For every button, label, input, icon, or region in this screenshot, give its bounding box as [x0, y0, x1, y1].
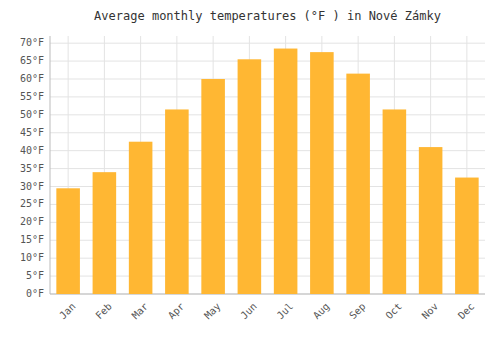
y-tick-label: 65°F [20, 55, 44, 66]
page: {"chart_data": {"type": "bar", "title": … [0, 0, 500, 350]
y-grid-line [50, 96, 485, 97]
y-tick-label: 30°F [20, 181, 44, 192]
bar [93, 172, 117, 294]
x-tick-label: Jan [57, 301, 78, 322]
y-tick-label: 20°F [20, 216, 44, 227]
x-tick-label: Sep [347, 301, 368, 322]
x-tick-label: Jun [238, 301, 259, 322]
y-tick-label: 15°F [20, 234, 44, 245]
bars [56, 49, 478, 294]
bar [346, 74, 370, 294]
y-tick-label: 35°F [20, 163, 44, 174]
y-tick-label: 55°F [20, 91, 44, 102]
x-tick-label: Apr [166, 301, 187, 322]
y-tick-label: 60°F [20, 73, 44, 84]
y-tick-label: 0°F [26, 288, 44, 299]
x-tick-label: Jul [275, 301, 296, 322]
grid [50, 36, 485, 294]
bar [201, 79, 225, 294]
x-tick-label: Oct [383, 301, 404, 322]
y-grid-line [50, 114, 485, 115]
y-grid-line [50, 132, 485, 133]
x-tick-label: Feb [93, 301, 114, 322]
y-tick-label: 45°F [20, 127, 44, 138]
bar [310, 52, 334, 294]
y-tick-label: 25°F [20, 198, 44, 209]
bar [383, 109, 407, 294]
bar [274, 49, 298, 294]
x-tick-label: May [202, 301, 223, 322]
y-tick-label: 50°F [20, 109, 44, 120]
bar [455, 178, 479, 294]
y-tick-label: 5°F [26, 270, 44, 281]
x-tick-label: Mar [130, 301, 151, 322]
y-grid-line [50, 79, 485, 80]
axes: 0°F 5°F 10°F 15°F 20°F 25°F 30°F 35°F 40°F 45°F 50… [20, 36, 485, 321]
bar [419, 147, 443, 294]
y-axis-line [50, 36, 51, 294]
title: Average monthly temperatures (°F ) in No… [94, 9, 441, 23]
bar [165, 109, 189, 294]
y-tick-label: 10°F [20, 252, 44, 263]
y-grid-line [50, 61, 485, 62]
y-tick-label: 40°F [20, 145, 44, 156]
y-tick-label: 70°F [20, 37, 44, 48]
bar [56, 188, 80, 294]
y-grid-line [50, 43, 485, 44]
chart: 0°F 5°F 10°F 15°F 20°F 25°F 30°F 35°F 40°F 45°F 50… [0, 0, 500, 350]
bar [238, 59, 262, 294]
x-tick-label: Dec [456, 301, 477, 322]
x-tick-label: Aug [311, 301, 332, 322]
bar [129, 142, 153, 294]
x-tick-label: Nov [420, 301, 441, 322]
